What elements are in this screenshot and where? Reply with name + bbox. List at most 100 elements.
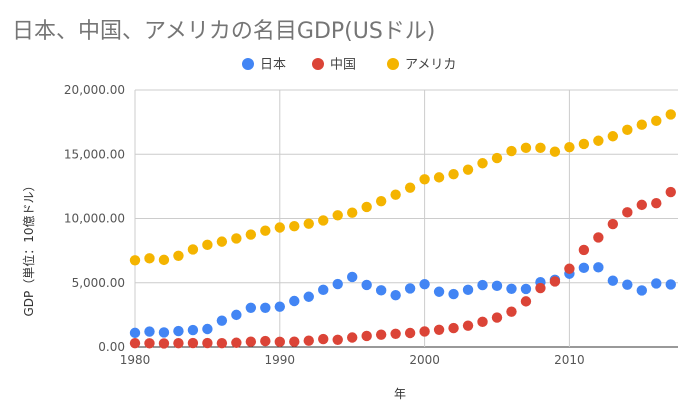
data-point-series-0: 日本 1994: 4900 (332, 278, 343, 290)
data-point-series-0: 日本 2016: 4950 (651, 278, 662, 289)
data-point-series-0: 日本 2002: 4120 (448, 288, 459, 300)
data-point-series-2: アメリカ 2002: 13450 (448, 168, 459, 180)
data-point-series-0: 日本 1988: 3050 (245, 302, 257, 314)
data-point-series-0: 日本 2011: 6160 (578, 262, 590, 274)
data-point-series-2: アメリカ 1993: 9850 (318, 215, 329, 226)
data-point-series-1: 中国 1999: 1090 (404, 327, 416, 339)
data-point-series-1: 中国 1984: 310 (187, 337, 199, 349)
data-point-series-1: 中国 2007: 3550 (520, 296, 532, 307)
data-point-series-1: 中国 1995: 740 (347, 332, 358, 343)
data-point-series-0: 日本 1989: 3050 (260, 302, 271, 314)
data-point-series-0: 日本 1980: 1100 (129, 327, 141, 339)
data-point-series-2: アメリカ 2013: 16400 (607, 131, 619, 142)
data-point-series-0: 日本 1998: 4030 (390, 290, 401, 301)
data-point-series-0: 日本 1991: 3580 (289, 295, 300, 307)
data-point-series-2: アメリカ 2001: 13200 (433, 172, 445, 183)
data-point-series-1: 中国 2005: 2290 (491, 312, 503, 323)
data-point-series-2: アメリカ 1981: 6900 (144, 253, 155, 264)
x-tick-label: 1980 (120, 353, 151, 367)
y-tick-label: 5,000.00 (72, 276, 125, 290)
data-point-series-0: 日本 2005: 4760 (491, 280, 503, 292)
data-point-series-1: 中国 2006: 2750 (506, 306, 517, 317)
legend: 日本 中国 アメリカ (242, 58, 456, 73)
data-point-series-2: アメリカ 2009: 15200 (549, 146, 561, 157)
data-point-series-1: 中国 1982: 280 (158, 338, 170, 349)
data-point-series-2: アメリカ 1980: 6750 (129, 255, 141, 266)
legend-label: 中国 (330, 58, 356, 73)
data-point-series-2: アメリカ 2016: 17600 (651, 115, 662, 127)
data-point-series-1: 中国 2001: 1340 (433, 324, 445, 335)
data-point-series-2: アメリカ 2011: 15800 (578, 138, 590, 150)
legend-label: アメリカ (405, 58, 456, 73)
data-point-series-1: 中国 1997: 960 (375, 329, 387, 340)
data-point-series-0: 日本 2006: 4530 (506, 283, 517, 294)
data-point-series-2: アメリカ 1984: 7590 (187, 244, 199, 255)
data-point-series-1: 中国 2013: 9570 (607, 218, 619, 230)
data-point-series-0: 日本 1985: 1400 (202, 323, 213, 335)
data-point-series-2: アメリカ 1988: 8750 (245, 229, 257, 240)
data-point-series-2: アメリカ 1992: 9600 (303, 218, 314, 229)
data-point-series-2: アメリカ 2012: 16050 (593, 135, 604, 146)
data-point-series-1: 中国 1986: 300 (216, 337, 228, 349)
data-point-series-2: アメリカ 1985: 7950 (202, 239, 213, 251)
data-point-series-1: 中国 1980: 300 (129, 337, 141, 349)
data-point-series-2: アメリカ 1983: 7100 (173, 250, 184, 261)
data-point-series-2: アメリカ 1997: 11350 (375, 195, 387, 207)
data-point-series-0: 日本 1999: 4560 (404, 283, 416, 294)
data-point-series-1: 中国 2010: 6090 (564, 263, 575, 274)
data-point-series-0: 日本 1983: 1240 (173, 325, 184, 337)
y-tick-label: 15,000.00 (64, 147, 125, 161)
x-tick-label: 2000 (409, 353, 440, 367)
y-tick-label: 0.00 (98, 340, 125, 354)
data-point-series-1: 中国 2017: 12060 (665, 186, 676, 198)
legend-marker (387, 58, 399, 70)
data-point-series-2: アメリカ 2010: 15550 (564, 141, 575, 153)
x-tick-label: 2010 (554, 353, 585, 367)
data-point-series-1: 中国 2011: 7550 (578, 244, 590, 256)
data-points: 日本 1980: 1100日本 1981: 1200日本 1982: 1130日… (129, 109, 676, 349)
data-point-series-0: 日本 1990: 3140 (274, 301, 285, 312)
data-point-series-2: アメリカ 2004: 14300 (477, 158, 488, 169)
data-point-series-0: 日本 1992: 3910 (303, 291, 314, 302)
data-point-series-2: アメリカ 1986: 8200 (216, 236, 228, 247)
data-point-series-2: アメリカ 1996: 10900 (361, 201, 372, 213)
data-point-series-1: 中国 1990: 400 (274, 336, 285, 348)
data-point-series-0: 日本 2004: 4820 (477, 279, 488, 291)
data-point-series-1: 中国 2016: 11190 (651, 198, 662, 209)
y-tick-label: 20,000.00 (64, 83, 125, 97)
data-point-series-1: 中国 1985: 310 (202, 337, 213, 349)
data-point-series-0: 日本 2001: 4300 (433, 286, 445, 297)
data-point-series-0: 日本 2017: 4870 (665, 279, 676, 290)
data-point-series-1: 中国 1983: 300 (173, 337, 184, 349)
y-tick-label: 10,000.00 (64, 212, 125, 226)
data-point-series-1: 中国 1994: 560 (332, 334, 343, 346)
data-point-series-2: アメリカ 2014: 16900 (622, 124, 633, 136)
x-tick-label: 1990 (265, 353, 296, 367)
data-point-series-2: アメリカ 1990: 9300 (274, 222, 285, 233)
data-point-series-0: 日本 1997: 4410 (375, 285, 387, 296)
data-point-series-2: アメリカ 2003: 13800 (462, 164, 474, 175)
data-point-series-2: アメリカ 1994: 10250 (332, 210, 343, 221)
data-point-series-0: 日本 1984: 1320 (187, 324, 199, 336)
data-point-series-1: 中国 1996: 860 (361, 330, 372, 342)
data-point-series-0: 日本 2007: 4520 (520, 283, 532, 295)
legend-label: 日本 (260, 58, 286, 73)
data-point-series-1: 中国 2000: 1210 (419, 326, 430, 337)
data-point-series-2: アメリカ 2015: 17300 (636, 119, 647, 130)
data-point-series-0: 日本 2000: 4890 (419, 278, 430, 290)
data-point-series-2: アメリカ 1991: 9400 (289, 221, 300, 232)
data-point-series-2: アメリカ 1995: 10450 (347, 207, 358, 218)
data-point-series-2: アメリカ 1987: 8450 (231, 233, 242, 244)
data-point-series-0: 日本 1996: 4830 (361, 279, 372, 291)
data-point-series-0: 日本 1995: 5450 (347, 271, 358, 283)
data-point-series-1: 中国 1988: 410 (245, 336, 257, 347)
data-point-series-0: 日本 1981: 1200 (144, 326, 155, 337)
data-point-series-2: アメリカ 2006: 15250 (506, 145, 517, 157)
data-point-series-0: 日本 1986: 2050 (216, 315, 228, 326)
data-point-series-2: アメリカ 2007: 15500 (520, 142, 532, 154)
data-point-series-2: アメリカ 2000: 13050 (419, 174, 430, 185)
data-point-series-2: アメリカ 1998: 11850 (390, 189, 401, 200)
y-axis-ticks: 0.00 5,000.00 10,000.00 15,000.00 20,000.00 (64, 83, 125, 354)
